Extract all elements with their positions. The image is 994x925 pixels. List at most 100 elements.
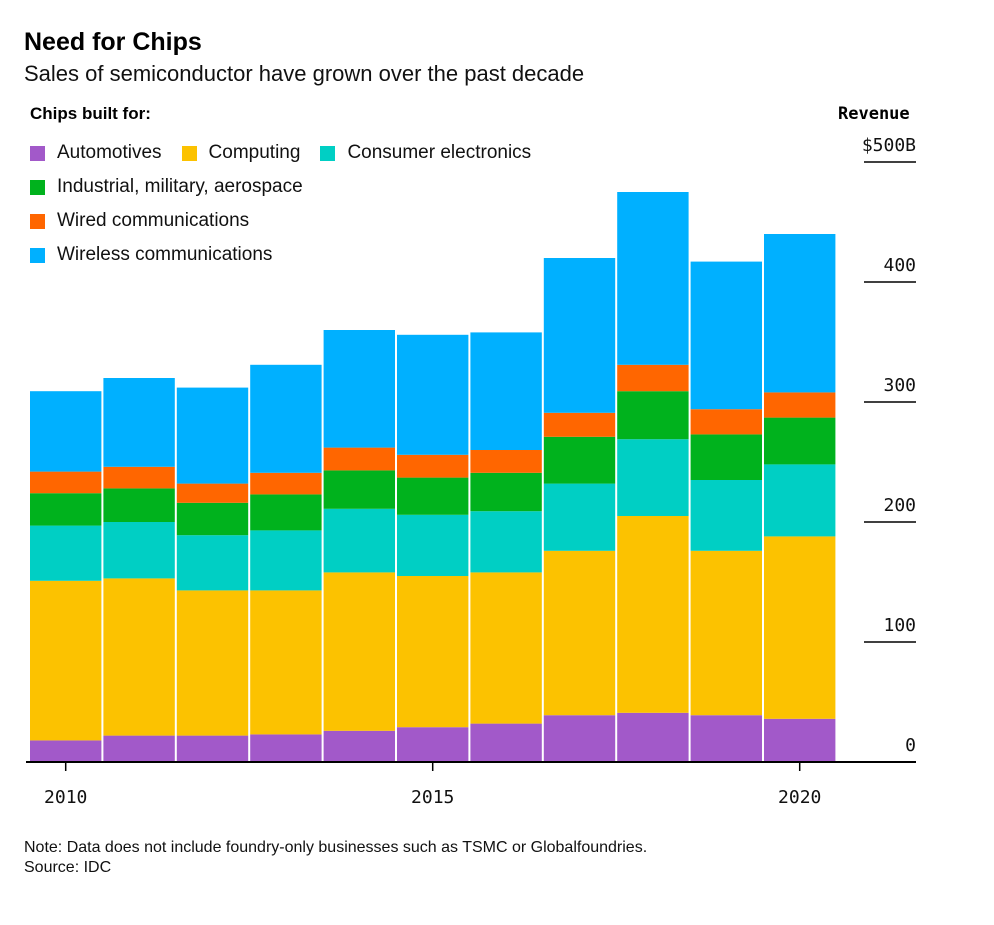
bar-segment-consumer-electronics-2020 [764, 464, 836, 537]
x-tick-label: 2020 [778, 787, 821, 808]
note-text: Note: Data does not include foundry-only… [24, 839, 648, 856]
bar-segment-wireless-communications-2013 [250, 364, 322, 473]
bar-segment-automotives-2013 [250, 734, 322, 762]
legend-row: Automotives Computing Consumer electroni… [30, 136, 670, 170]
legend-item-consumer-electronics: Consumer electronics [320, 142, 531, 164]
bar-segment-wired-communications-2012 [176, 483, 249, 503]
bar-segment-computing-2015 [397, 576, 469, 728]
bar-segment-consumer-electronics-2014 [323, 508, 395, 573]
legend-item-automotives: Automotives [30, 142, 162, 164]
bar-segment-wired-communications-2015 [397, 454, 469, 478]
y-tick-label: 400 [883, 255, 916, 276]
bar-segment-consumer-electronics-2015 [397, 514, 469, 576]
y-tick-label: 200 [883, 495, 916, 516]
legend-item-wired: Wired communications [30, 210, 249, 232]
bar-segment-wired-communications-2013 [250, 472, 322, 495]
y-tick-label: 100 [883, 615, 916, 636]
bar-segment-wireless-communications-2019 [690, 261, 762, 410]
bar-segment-industrial-military-aerospace-2010 [30, 493, 102, 526]
bar-segment-industrial-military-aerospace-2012 [176, 502, 249, 536]
y-axis-title: Revenue [838, 104, 910, 124]
y-tick-label: 0 [905, 735, 916, 756]
bar-segment-wired-communications-2018 [617, 364, 689, 392]
bar-segment-industrial-military-aerospace-2020 [764, 417, 836, 465]
bar-segment-automotives-2017 [543, 715, 616, 762]
bar-segment-industrial-military-aerospace-2011 [103, 488, 175, 522]
y-tick-label: $500B [862, 135, 916, 156]
bar-segment-wireless-communications-2020 [764, 234, 836, 393]
bar-segment-wireless-communications-2011 [103, 378, 175, 467]
x-tick-label: 2010 [44, 787, 87, 808]
bar-segment-consumer-electronics-2011 [103, 522, 175, 579]
bar-segment-wireless-communications-2016 [470, 332, 542, 450]
bar-segment-computing-2011 [103, 578, 175, 736]
bar-segment-computing-2012 [176, 590, 249, 736]
legend-label: Industrial, military, aerospace [57, 176, 303, 197]
bar-segment-wireless-communications-2015 [397, 334, 469, 455]
legend-row: Wired communications [30, 204, 670, 238]
legend-swatch-wireless [30, 247, 45, 263]
bar-segment-automotives-2019 [690, 715, 762, 762]
source-text: Source: IDC [24, 859, 112, 876]
bar-segment-wired-communications-2019 [690, 409, 762, 435]
bar-segment-wired-communications-2020 [764, 392, 836, 418]
legend-title: Chips built for: [30, 104, 151, 123]
bar-segment-consumer-electronics-2019 [690, 480, 762, 551]
bar-segment-industrial-military-aerospace-2019 [690, 434, 762, 480]
bar-segment-computing-2013 [250, 590, 322, 735]
chart-footnote: Note: Data does not include foundry-only… [24, 838, 647, 878]
bar-segment-consumer-electronics-2018 [617, 439, 689, 516]
bar-segment-automotives-2011 [103, 735, 175, 762]
bar-segment-computing-2019 [690, 550, 762, 716]
legend-label: Consumer electronics [347, 142, 532, 163]
bar-segment-consumer-electronics-2013 [250, 530, 322, 591]
chart-subtitle: Sales of semiconductor have grown over t… [24, 61, 585, 86]
bar-segment-automotives-2015 [397, 727, 469, 762]
bar-segment-consumer-electronics-2012 [176, 535, 249, 591]
bar-segment-automotives-2014 [323, 730, 395, 762]
bar-segment-wired-communications-2017 [543, 412, 616, 437]
bar-segment-industrial-military-aerospace-2014 [323, 470, 395, 509]
bar-segment-wireless-communications-2010 [30, 391, 102, 472]
bar-segment-consumer-electronics-2016 [470, 511, 542, 573]
legend-swatch-industrial [30, 179, 45, 195]
bar-segment-computing-2018 [617, 516, 689, 713]
legend-label: Computing [208, 142, 301, 163]
bar-segment-automotives-2010 [30, 740, 102, 762]
bar-segment-automotives-2018 [617, 712, 689, 762]
bar-segment-consumer-electronics-2010 [30, 525, 102, 581]
bar-segment-computing-2016 [470, 572, 542, 724]
bar-segment-industrial-military-aerospace-2015 [397, 477, 469, 515]
x-tick-label: 2015 [411, 787, 454, 808]
legend-label: Wired communications [57, 210, 250, 231]
legend-swatch-computing [181, 145, 197, 161]
legend-item-computing: Computing [181, 142, 301, 164]
legend-label: Automotives [57, 142, 162, 163]
bar-segment-automotives-2012 [176, 735, 249, 762]
bar-segment-computing-2010 [30, 580, 102, 741]
bar-segment-wireless-communications-2018 [617, 192, 689, 365]
legend-swatch-automotives [30, 145, 45, 161]
bar-segment-wireless-communications-2017 [543, 258, 616, 413]
bar-segment-wired-communications-2011 [103, 466, 175, 489]
legend-item-wireless: Wireless communications [30, 244, 272, 266]
bar-segment-computing-2014 [323, 572, 395, 731]
bar-segment-wired-communications-2016 [470, 450, 542, 473]
bar-segment-automotives-2020 [764, 718, 836, 762]
bar-segment-consumer-electronics-2017 [543, 483, 616, 551]
legend-swatch-consumer-electronics [320, 145, 336, 161]
bar-segment-automotives-2016 [470, 723, 542, 762]
bar-segment-wireless-communications-2012 [176, 387, 249, 484]
bar-segment-wired-communications-2014 [323, 447, 395, 471]
bar-segment-computing-2017 [543, 550, 616, 716]
legend-row: Wireless communications [30, 238, 670, 272]
y-tick-label: 300 [883, 375, 916, 396]
bar-segment-industrial-military-aerospace-2016 [470, 472, 542, 512]
legend: Automotives Computing Consumer electroni… [30, 136, 670, 272]
bar-segment-wired-communications-2010 [30, 471, 102, 494]
legend-row: Industrial, military, aerospace [30, 170, 670, 204]
legend-swatch-wired [30, 213, 45, 229]
chart-title: Need for Chips [24, 28, 202, 56]
bar-segment-industrial-military-aerospace-2017 [543, 436, 616, 484]
